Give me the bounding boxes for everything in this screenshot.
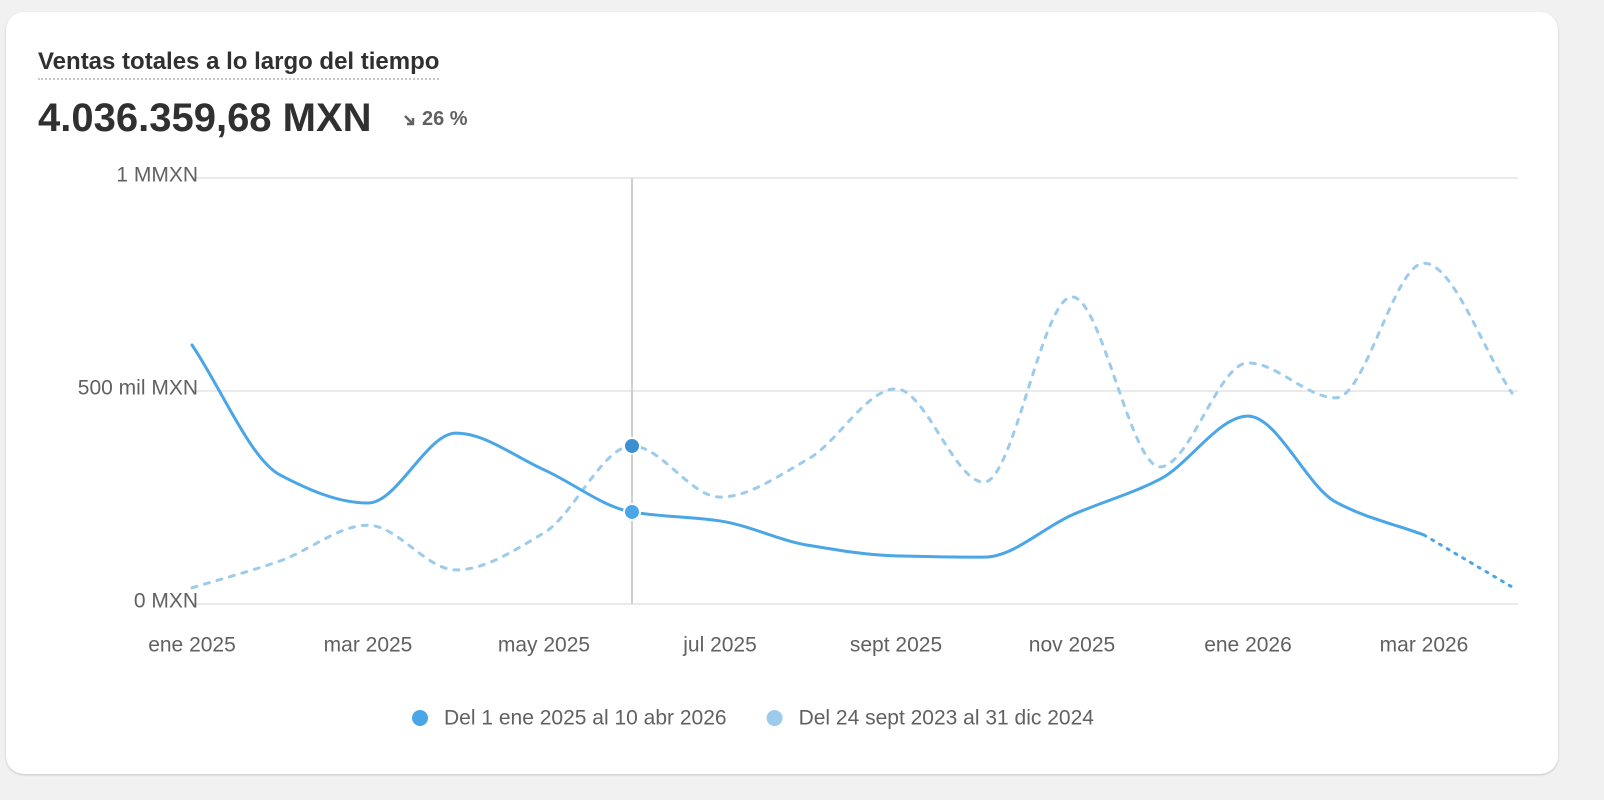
line xyxy=(190,261,1514,590)
x-tick-label: mar 2026 xyxy=(1380,634,1469,657)
y-tick-label: 0 MXN xyxy=(134,590,198,613)
legend-swatch xyxy=(766,710,783,726)
x-tick-label: ene 2026 xyxy=(1204,634,1292,657)
y-tick-label: 500 mil MXN xyxy=(78,377,198,400)
x-tick-label: may 2025 xyxy=(498,634,590,657)
legend-label: Del 1 ene 2025 al 10 abr 2026 xyxy=(444,707,727,730)
line xyxy=(1422,533,1514,589)
card: Ventas totales a lo largo del tiempo 4.0… xyxy=(6,12,1558,774)
down-arrow-icon xyxy=(404,114,415,125)
total-value: 4.036.359,68 MXN xyxy=(38,96,372,140)
card-title[interactable]: Ventas totales a lo largo del tiempo xyxy=(38,48,440,80)
y-tick-label: 1 MMXN xyxy=(116,164,198,187)
hover-point xyxy=(623,436,641,455)
change: 26 % xyxy=(402,108,468,131)
x-tick-label: nov 2025 xyxy=(1029,634,1115,657)
x-tick-label: mar 2025 xyxy=(324,634,413,657)
change-value: 26 % xyxy=(422,108,468,130)
x-tick-label: ene 2025 xyxy=(148,634,236,657)
x-tick-label: jul 2025 xyxy=(682,634,757,657)
x-tick-label: sept 2025 xyxy=(850,634,942,657)
legend-swatch xyxy=(412,710,428,726)
line xyxy=(190,343,1426,559)
hover-point xyxy=(623,502,641,521)
legend-label: Del 24 sept 2023 al 31 dic 2024 xyxy=(799,707,1095,730)
